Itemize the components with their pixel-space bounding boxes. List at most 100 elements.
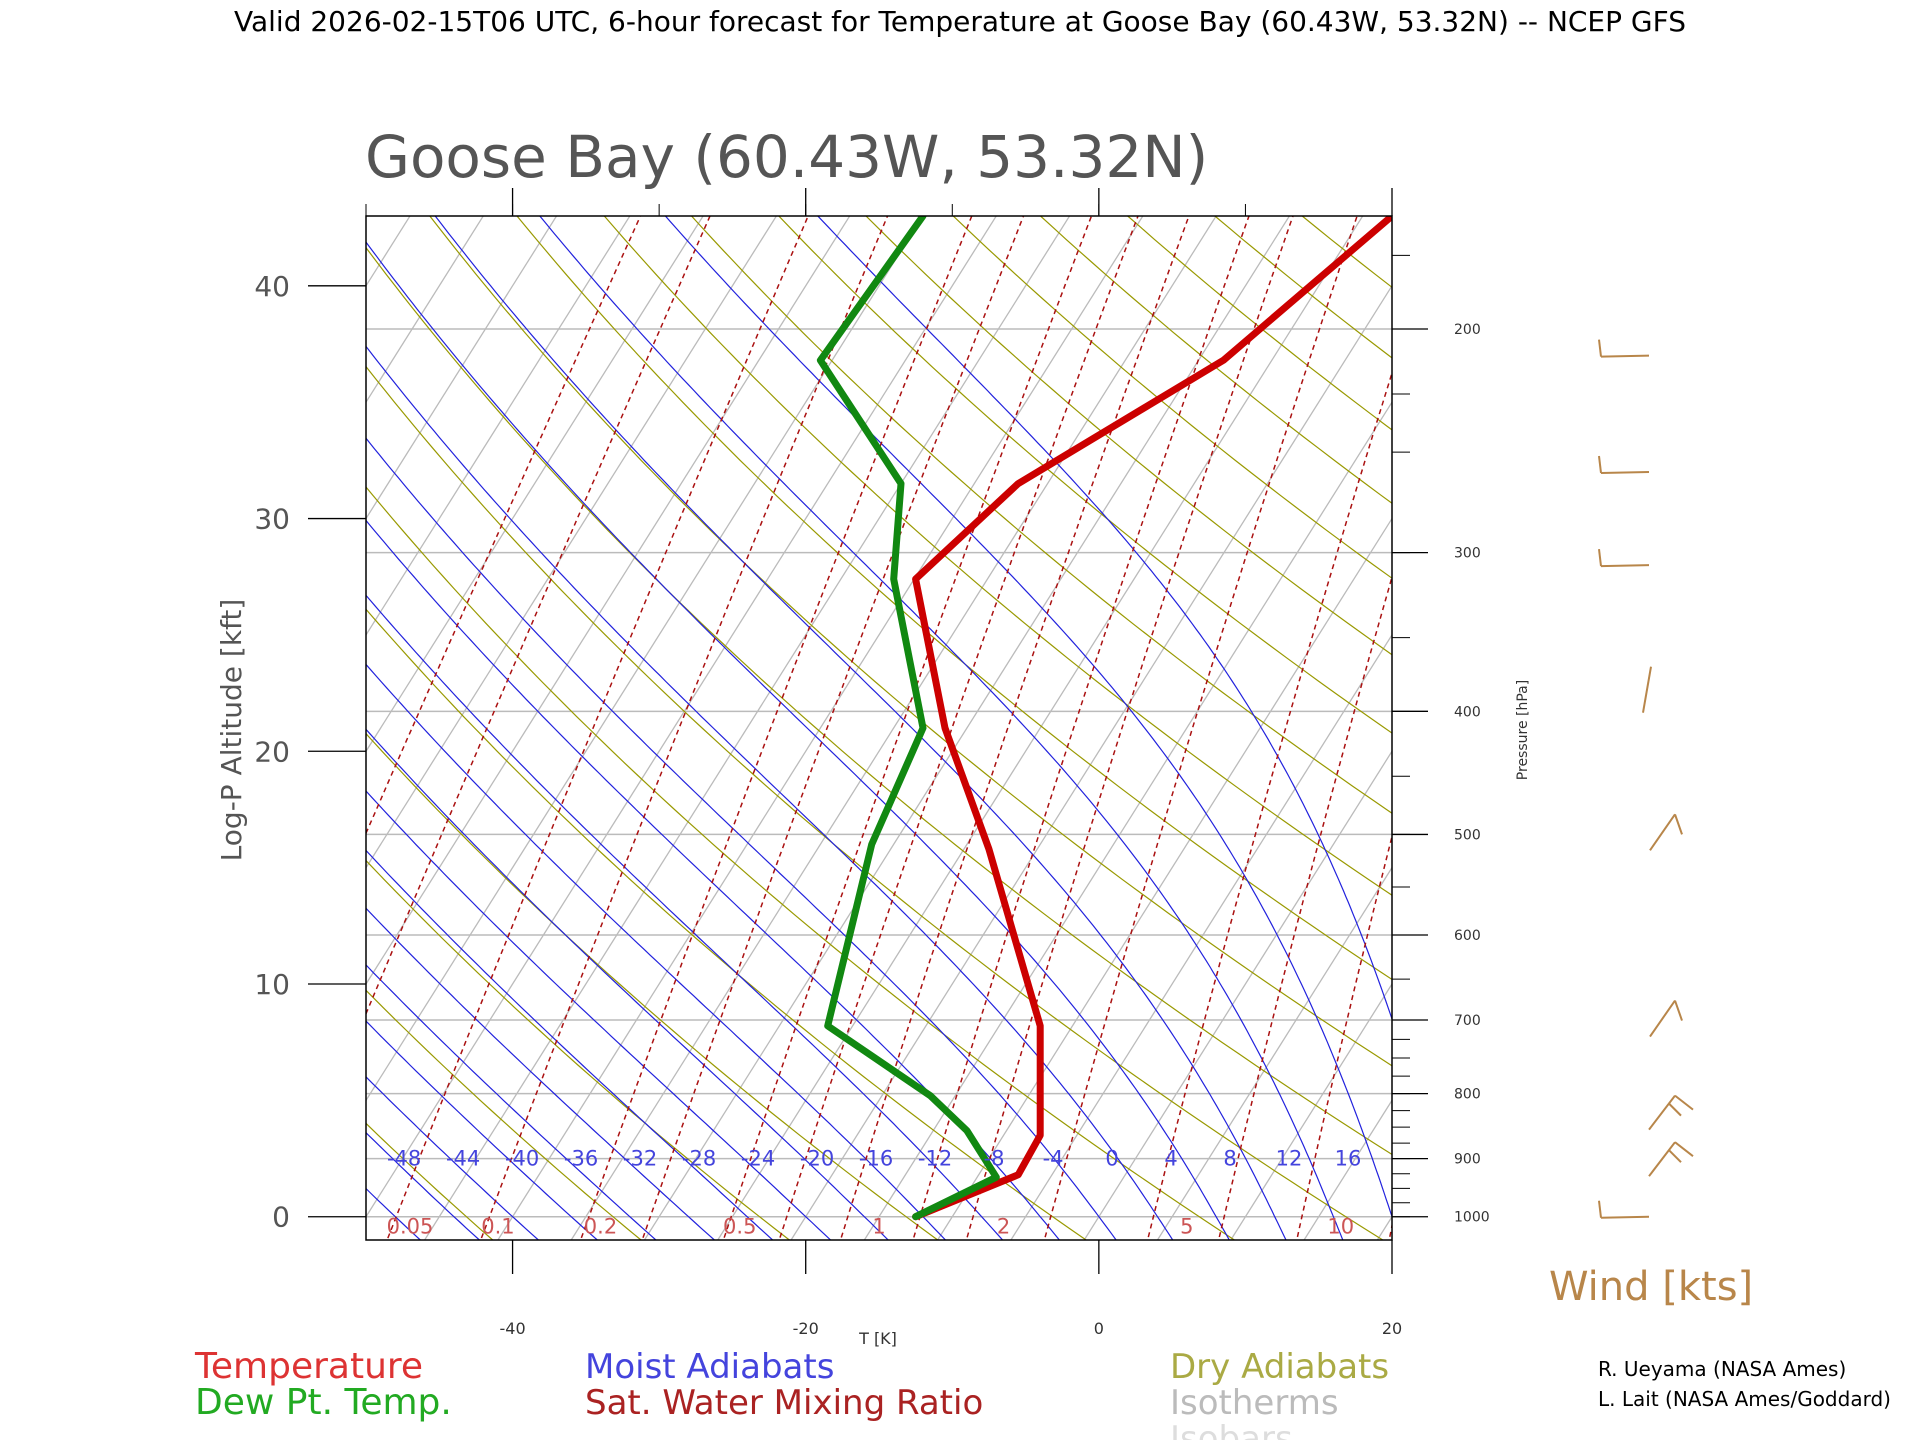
isotherm-line [1509,169,1920,1263]
moist-adiabat-label: -28 [682,1147,716,1171]
moist-adiabat-line [366,728,890,1240]
isotherm-line [366,216,924,1102]
dry-adiabat-line [366,365,1384,1240]
wind-barb [1649,999,1683,1038]
dry-adiabat-line [366,732,939,1240]
isotherm-line [717,216,1364,1240]
wind-barb-flag [1674,1141,1694,1157]
dry-adiabat-line [1039,216,1392,504]
wind-barbs [1598,339,1694,1219]
moist-adiabat-line [366,907,716,1240]
pressure-tick-label: 700 [1454,1013,1481,1029]
moist-adiabat-label: 16 [1335,1147,1362,1171]
pressure-tick-label: 900 [1454,1152,1481,1168]
wind-barb-staff [1649,999,1676,1038]
isotherm-line [790,284,1392,1240]
moist-adiabat-label: -4 [1043,1147,1064,1171]
moist-adiabat-line [366,790,832,1240]
temperature-line [912,216,1392,1221]
x-axis-label: T [K] [858,1329,897,1348]
mixing-ratio-label: 2 [997,1215,1010,1239]
moist-adiabat-line [366,663,947,1240]
isotherm-line [366,216,851,986]
wind-barb-staff [1600,471,1650,474]
mixing-ratio-line [641,216,1025,1240]
isotherm-line [366,216,778,869]
moist-adiabat-label: -8 [984,1147,1005,1171]
wind-barb [1648,1141,1694,1177]
dry-adiabat-line [952,216,1392,579]
moist-adiabat-label: -32 [623,1147,657,1171]
wind-barb [1649,813,1683,851]
moist-adiabat-line [434,216,1287,1240]
moist-adiabat-label: -24 [741,1147,775,1171]
wind-barb-flag [1668,1102,1682,1117]
y-axis-label: Log-P Altitude [kft] [215,599,248,862]
dry-adiabat-line [1213,216,1392,359]
dry-adiabat-line [516,216,1392,981]
legend-isobars: Isobars [1170,1419,1293,1440]
moist-adiabat-label: 8 [1223,1147,1236,1171]
dry-adiabat-line [777,216,1392,734]
moist-adiabat-line [366,345,1174,1240]
dry-adiabat-line [865,216,1392,656]
moist-adiabat-line [366,1076,540,1240]
wind-barb-staff [1648,1141,1676,1177]
x-tick-label: -20 [793,1319,819,1338]
chart-title: Goose Bay (60.43W, 53.32N) [365,123,1208,191]
wind-barb [1648,1094,1694,1131]
mixing-ratio-line [366,216,642,836]
moist-adiabat-line [816,216,1392,1021]
wind-barb [1598,339,1650,358]
wind-barb-staff [1649,813,1676,851]
wind-barb-flag [1598,1200,1602,1218]
moist-adiabat-line [366,1131,481,1240]
isotherm-line [1083,750,1392,1240]
pressure-tick-label: 600 [1454,928,1481,944]
mixing-ratio-label: 0.5 [723,1215,756,1239]
wind-barb [1598,455,1650,474]
x-tick-label: 0 [1094,1319,1104,1338]
wind-barb-flag [1674,1000,1683,1021]
moist-adiabat-line [366,594,1004,1240]
y-tick-label: 0 [272,1201,290,1234]
dry-adiabat-line [1126,216,1392,431]
pressure-tick-label: 400 [1454,704,1481,720]
dry-adiabat-lines [366,216,1392,1240]
moist-adiabat-label: 4 [1164,1147,1177,1171]
wind-barb [1642,666,1652,713]
isotherm-line [366,216,485,404]
isotherm-line [863,400,1392,1240]
mixing-ratio-line [722,216,1093,1240]
mixing-ratio-label: 5 [1180,1215,1193,1239]
legend-dewpoint: Dew Pt. Temp. [195,1382,452,1423]
pressure-tick-label: 300 [1454,546,1481,562]
dry-adiabat-line [366,1122,494,1240]
mixing-ratio-label: 10 [1327,1215,1354,1239]
moist-adiabat-lines [366,216,1392,1240]
wind-barb-flag [1598,455,1602,474]
y-tick-label: 10 [254,968,290,1001]
dry-adiabat-line [1301,216,1392,289]
mixing-ratio-line [1552,170,1783,1264]
moist-adiabat-label: -44 [446,1147,480,1171]
isotherm-line [1303,1099,1392,1240]
moist-adiabat-label: -20 [800,1147,834,1171]
wind-barb-staff [1600,354,1650,358]
mixing-ratio-line [1453,170,1705,1264]
header-title: Valid 2026-02-15T06 UTC, 6-hour forecast… [234,5,1686,38]
moist-adiabat-line [366,437,1117,1240]
wind-barb-staff [1642,666,1652,713]
dry-adiabat-line [1388,216,1392,219]
mixing-ratio-line [1624,170,1840,1264]
mixing-ratio-line [366,216,711,1016]
moist-adiabat-line [366,849,774,1240]
wind-barb-flag [1674,814,1683,835]
moist-adiabat-line [664,216,1392,1219]
dry-adiabat-line [366,989,642,1240]
pressure-tick-label: 800 [1454,1087,1481,1103]
legend-dry-adiabats: Dry Adiabats [1170,1347,1389,1387]
isotherm-line [643,216,1291,1240]
